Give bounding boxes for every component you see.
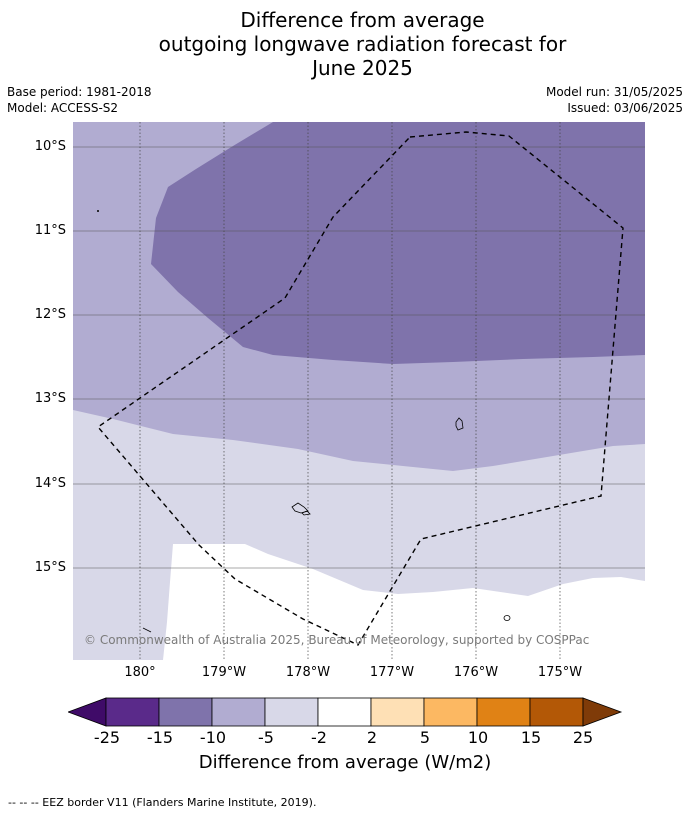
lat-label-12s: 12°S	[34, 307, 66, 322]
map-svg	[73, 122, 645, 660]
meta-right: Model run: 31/05/2025 Issued: 03/06/2025	[546, 84, 683, 116]
lon-label-178w: 178°W	[285, 665, 331, 680]
base-period: Base period: 1981-2018	[7, 85, 152, 99]
island-2	[291, 502, 309, 514]
colorbar-label-25: 25	[572, 728, 594, 747]
map-title: Difference from average outgoing longwav…	[0, 8, 690, 80]
colorbar-segment	[158, 697, 213, 727]
colorbar-label-2: 2	[366, 728, 378, 747]
title-line-2: outgoing longwave radiation forecast for	[158, 32, 567, 56]
zone-minus2-plus2	[163, 544, 645, 660]
colorbar-label-minus10: -10	[199, 728, 227, 747]
lon-label-177w: 177°W	[369, 665, 415, 680]
lat-label-15s: 15°S	[34, 560, 66, 575]
colorbar-segment	[211, 697, 266, 727]
island-3	[301, 510, 311, 516]
colorbar-svg	[66, 697, 623, 727]
colorbar-label-minus25: -25	[93, 728, 121, 747]
colorbar-label-minus2: -2	[311, 728, 327, 747]
title-line-1: Difference from average	[240, 8, 485, 32]
colorbar-label-15: 15	[520, 728, 542, 747]
island-1	[455, 417, 464, 431]
longitude-gridlines	[139, 122, 561, 660]
colorbar-label-10: 10	[467, 728, 489, 747]
latitude-gridlines	[73, 146, 645, 569]
lon-label-179w: 179°W	[201, 665, 247, 680]
issued-date: Issued: 03/06/2025	[567, 101, 683, 115]
colorbar-segment	[370, 697, 425, 727]
colorbar	[66, 697, 624, 731]
colorbar-extend-low	[66, 697, 107, 727]
lat-label-11s: 11°S	[34, 223, 66, 238]
colorbar-label-minus15: -15	[146, 728, 174, 747]
copyright-notice: © Commonwealth of Australia 2025, Bureau…	[84, 633, 590, 647]
colorbar-label-5: 5	[419, 728, 431, 747]
map-area	[73, 122, 645, 660]
lat-label-10s: 10°S	[34, 139, 66, 154]
colorbar-label-minus5: -5	[258, 728, 274, 747]
lon-label-180: 180°	[124, 665, 156, 680]
model-run: Model run: 31/05/2025	[545, 85, 683, 99]
colorbar-segment	[264, 697, 319, 727]
title-line-3: June 2025	[312, 56, 413, 80]
zone-minus15-minus10	[151, 122, 645, 364]
colorbar-segment	[529, 697, 584, 727]
colorbar-segment	[423, 697, 478, 727]
eez-legend: -- -- -- EEZ border V11 (Flanders Marine…	[8, 796, 317, 809]
lon-label-175w: 175°W	[537, 665, 583, 680]
colorbar-segment	[105, 697, 160, 727]
island-5	[97, 210, 99, 212]
meta-left: Base period: 1981-2018 Model: ACCESS-S2	[7, 84, 152, 116]
model-name: Model: ACCESS-S2	[7, 101, 119, 115]
colorbar-segment	[476, 697, 531, 727]
colorbar-segment	[317, 697, 372, 727]
lat-label-14s: 14°S	[34, 476, 66, 491]
colorbar-title: Difference from average (W/m2)	[198, 752, 492, 773]
lon-label-176w: 176°W	[453, 665, 499, 680]
colorbar-extend-high	[582, 697, 623, 727]
island-4	[503, 615, 511, 621]
island-6	[142, 627, 152, 633]
lat-label-13s: 13°S	[34, 391, 66, 406]
